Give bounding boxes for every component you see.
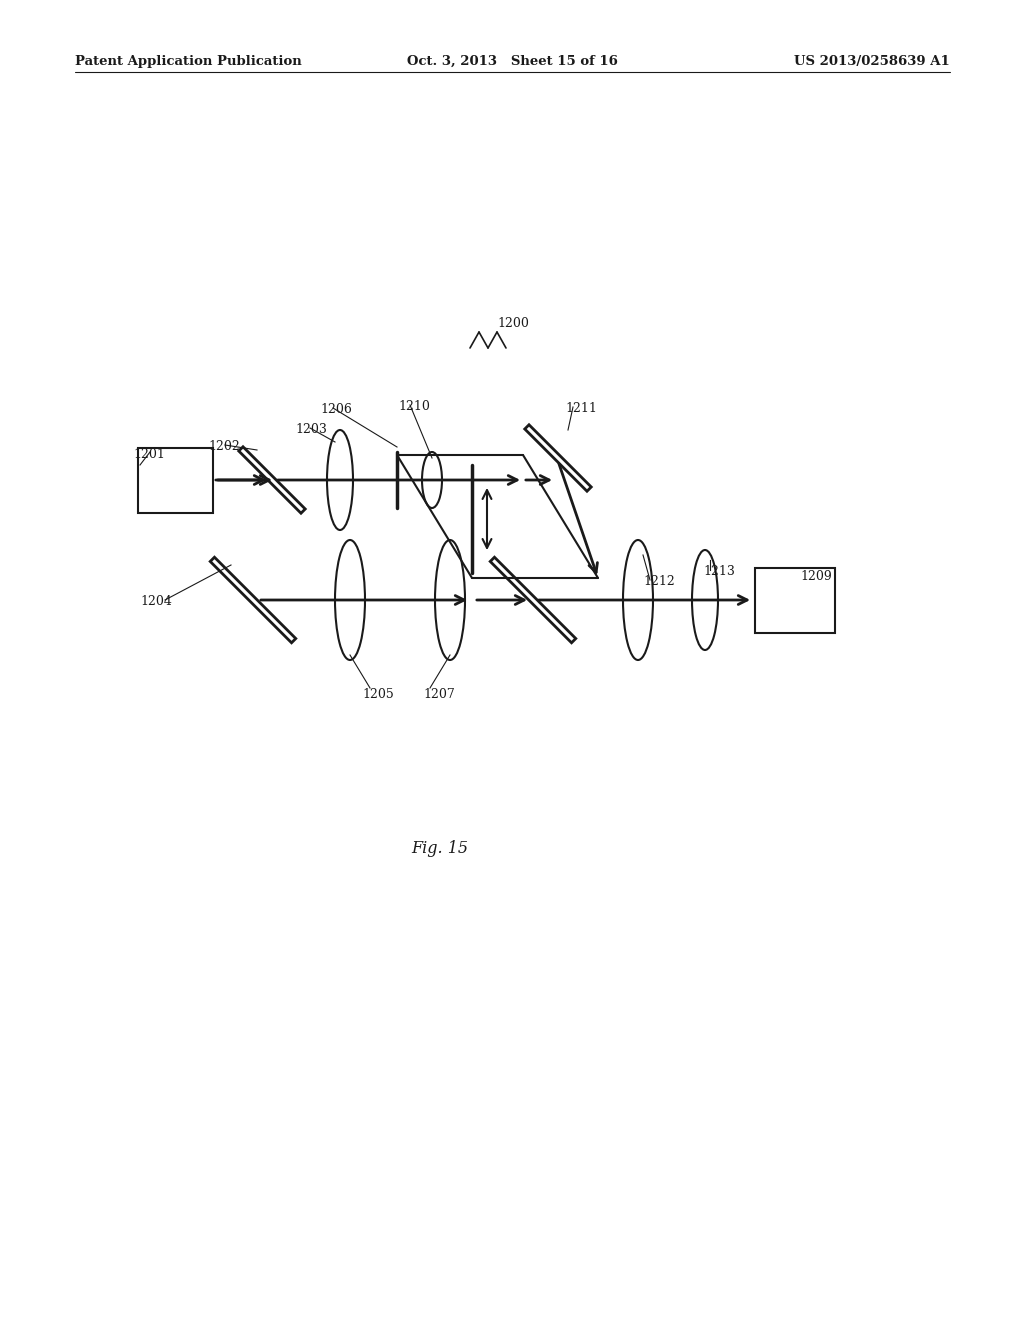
Polygon shape (524, 425, 591, 491)
Text: 1212: 1212 (643, 576, 675, 587)
Text: 1213: 1213 (703, 565, 735, 578)
Text: 1200: 1200 (497, 317, 528, 330)
Ellipse shape (327, 430, 353, 531)
Text: Patent Application Publication: Patent Application Publication (75, 55, 302, 69)
Ellipse shape (422, 451, 442, 508)
Ellipse shape (623, 540, 653, 660)
Text: 1211: 1211 (565, 403, 597, 414)
Text: 1202: 1202 (208, 440, 240, 453)
Text: US 2013/0258639 A1: US 2013/0258639 A1 (795, 55, 950, 69)
Text: 1204: 1204 (140, 595, 172, 609)
Bar (755, 568, 835, 632)
Text: 1209: 1209 (800, 570, 831, 583)
Text: 1210: 1210 (398, 400, 430, 413)
Text: 1205: 1205 (362, 688, 394, 701)
Text: 1201: 1201 (133, 447, 165, 461)
Ellipse shape (692, 550, 718, 649)
Polygon shape (239, 446, 305, 513)
Text: Fig. 15: Fig. 15 (412, 840, 469, 857)
Ellipse shape (335, 540, 365, 660)
Text: Oct. 3, 2013   Sheet 15 of 16: Oct. 3, 2013 Sheet 15 of 16 (407, 55, 617, 69)
Bar (137, 447, 213, 512)
Text: 1203: 1203 (295, 422, 327, 436)
Polygon shape (210, 557, 296, 643)
Text: 1206: 1206 (319, 403, 352, 416)
Text: 1207: 1207 (423, 688, 455, 701)
Ellipse shape (435, 540, 465, 660)
Polygon shape (490, 557, 575, 643)
